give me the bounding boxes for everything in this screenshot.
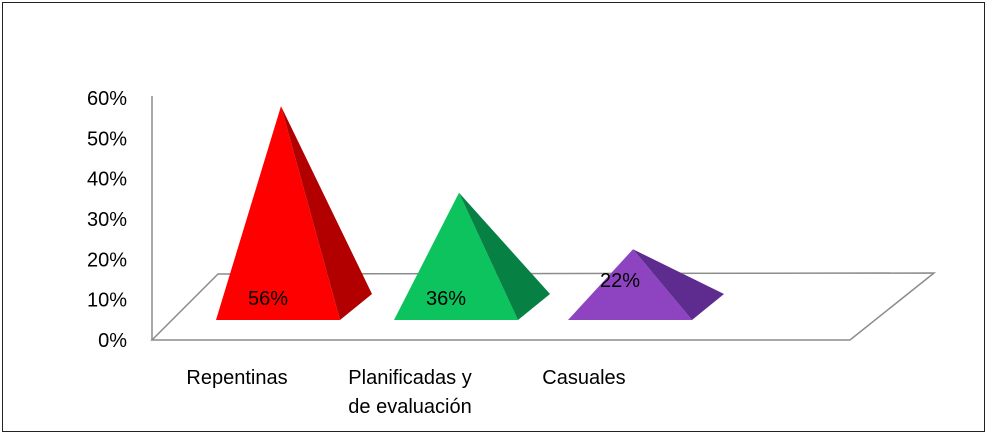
pyramid-front-face <box>568 249 692 320</box>
y-tick-label: 10% <box>87 290 127 312</box>
y-tick-label: 50% <box>87 128 127 150</box>
pyramid-side-face <box>281 106 372 320</box>
y-tick-label: 40% <box>87 169 127 191</box>
data-label: 22% <box>600 270 640 292</box>
category-label: Planificadas y <box>348 367 471 389</box>
floor-plane <box>150 272 937 341</box>
data-label: 56% <box>248 288 288 310</box>
data-labels: 56% 36% 22% <box>248 270 640 310</box>
category-label: Casuales <box>542 367 625 389</box>
y-tick-label: 0% <box>98 330 127 352</box>
y-tick-labels: 0% 10% 20% 30% 40% 50% 60% <box>87 88 127 352</box>
y-tick-label: 20% <box>87 249 127 271</box>
pyramid-front-face <box>216 106 340 320</box>
pyramid-front-face <box>394 192 518 320</box>
pyramid-side-face <box>633 249 724 320</box>
chart-floor <box>150 272 937 341</box>
pyramid-bars <box>216 106 724 320</box>
y-tick-label: 30% <box>87 209 127 231</box>
category-label: de evaluación <box>348 396 471 418</box>
category-label: Repentinas <box>186 367 287 389</box>
pyramid-chart: 0% 10% 20% 30% 40% 50% 60% 56% 36% 22% Repentina… <box>87 88 937 418</box>
pyramid-side-face <box>459 192 550 320</box>
y-tick-label: 60% <box>87 88 127 110</box>
category-labels: Repentinas Planificadas y de evaluación Cas… <box>186 367 625 418</box>
data-label: 36% <box>426 288 466 310</box>
